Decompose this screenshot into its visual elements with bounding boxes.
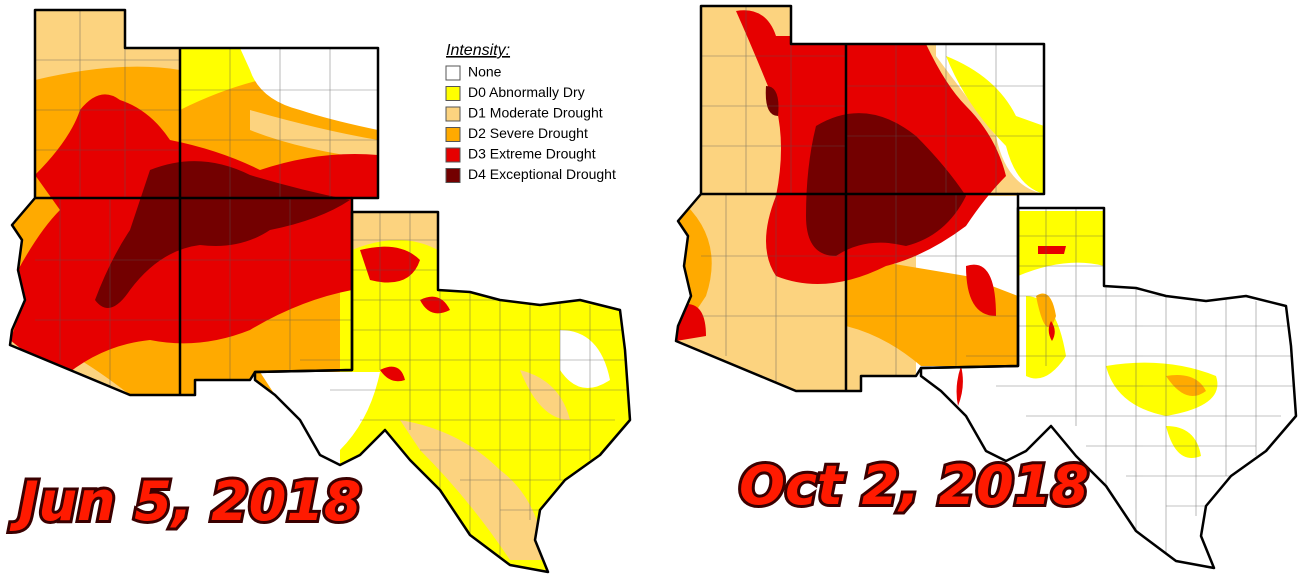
legend-swatch — [445, 65, 461, 81]
drought-area — [240, 48, 378, 130]
legend-label: None — [468, 64, 502, 80]
legend-swatch — [445, 86, 461, 101]
legend-label: D2 Severe Drought — [468, 125, 588, 141]
drought-area — [765, 86, 966, 256]
legend-swatch — [445, 106, 461, 122]
drought-area — [360, 246, 450, 382]
drought-area — [260, 330, 610, 450]
legend-label: D3 Extreme Drought — [468, 146, 596, 162]
drought-area — [352, 212, 570, 560]
legend: Intensity: None D0 Abnormally Dry D1 Moder… — [445, 42, 616, 183]
drought-area — [180, 48, 260, 110]
legend-label: D4 Exceptional Drought — [468, 166, 616, 182]
drought-area — [250, 110, 378, 160]
legend-swatch — [445, 168, 461, 183]
legend-label: D0 Abnormally Dry — [468, 84, 585, 100]
drought-area — [946, 56, 1218, 458]
legend-swatch — [445, 127, 461, 142]
legend-swatch — [445, 147, 461, 163]
legend-label: D1 Moderate Drought — [468, 105, 603, 121]
map-oct: Oct 2, 2018 — [674, 4, 1298, 570]
map-date: Jun 5, 2018 — [10, 470, 362, 533]
map-date: Oct 2, 2018 — [739, 454, 1089, 517]
legend-title: Intensity: — [446, 42, 510, 59]
